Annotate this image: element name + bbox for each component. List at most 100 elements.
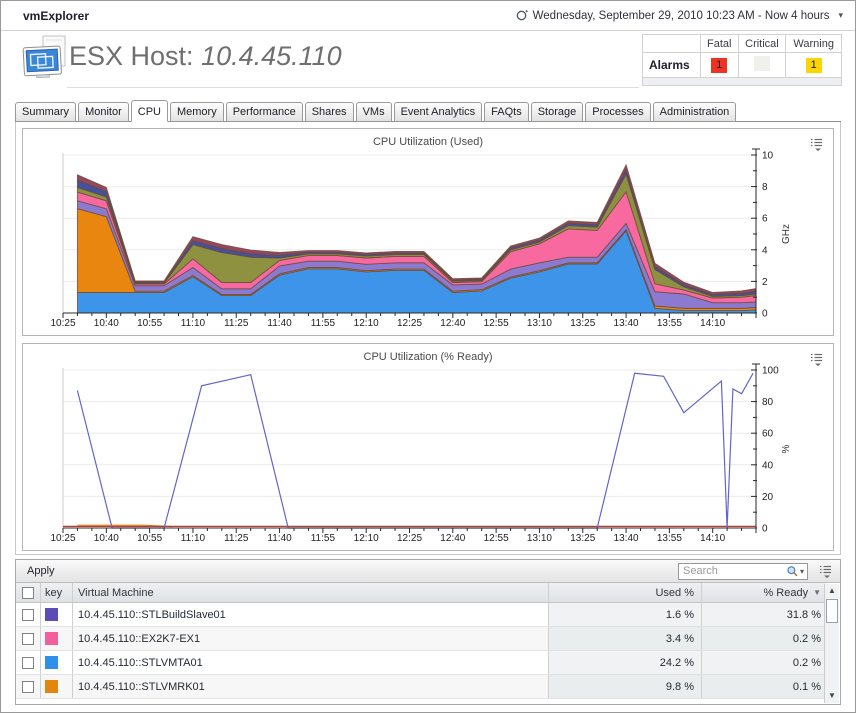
- vm-name: 10.4.45.110::STLVMRK01: [72, 675, 548, 698]
- svg-text:12:10: 12:10: [354, 318, 379, 329]
- vm-color-key: [45, 608, 58, 621]
- tab-event-analytics[interactable]: Event Analytics: [393, 102, 483, 122]
- row-checkbox[interactable]: [22, 680, 34, 693]
- column-header-key[interactable]: key: [40, 583, 72, 602]
- svg-text:8: 8: [762, 182, 768, 193]
- alarms-summary: Fatal Critical Warning Alarms 1 1: [642, 34, 842, 86]
- svg-text:60: 60: [762, 429, 774, 440]
- apply-button[interactable]: Apply: [27, 565, 55, 577]
- vm-color-key: [45, 632, 58, 645]
- vm-table-panel: Apply ▾ key Virtual Machi: [15, 559, 841, 705]
- vm-name: 10.4.45.110::STLBuildSlave01: [72, 603, 548, 626]
- row-checkbox[interactable]: [22, 656, 34, 669]
- x-axis: 10:25 10:40 10:55 11:10 11:25 11:40 11:55 12:10…: [50, 312, 757, 329]
- svg-text:13:10: 13:10: [527, 533, 552, 544]
- vm-name: 10.4.45.110::EX2K7-EX1: [72, 627, 548, 650]
- y-axis: 0 20 40 60 80 100: [751, 363, 779, 535]
- tab-performance[interactable]: Performance: [225, 102, 303, 122]
- chart-menu-icon[interactable]: [810, 138, 824, 151]
- time-refresh-icon: [516, 10, 528, 21]
- scroll-down-button[interactable]: ▼: [828, 691, 836, 700]
- vm-color-key: [45, 680, 58, 693]
- tab-storage[interactable]: Storage: [530, 102, 584, 122]
- alarms-footer-strip: [642, 78, 842, 86]
- table-toolbar: Apply ▾: [16, 560, 840, 583]
- fatal-alarm-badge[interactable]: 1: [711, 57, 728, 73]
- svg-text:11:10: 11:10: [181, 318, 206, 329]
- scrollbar-thumb[interactable]: [826, 599, 838, 623]
- critical-alarm-badge[interactable]: [753, 56, 770, 71]
- column-header-virtual-machine[interactable]: Virtual Machine: [72, 583, 548, 602]
- search-options-caret-icon[interactable]: ▾: [799, 566, 804, 576]
- svg-text:11:25: 11:25: [224, 533, 249, 544]
- esx-host-icon: [22, 35, 66, 79]
- y-axis-label: %: [781, 444, 792, 453]
- svg-text:80: 80: [762, 397, 774, 408]
- svg-text:13:25: 13:25: [570, 318, 595, 329]
- y-axis-label: GHz: [781, 224, 792, 244]
- svg-text:14:10: 14:10: [700, 318, 725, 329]
- tab-monitor[interactable]: Monitor: [78, 102, 129, 122]
- alarms-col-warning: Warning: [785, 34, 842, 53]
- search-icon[interactable]: [786, 565, 799, 578]
- search-input[interactable]: [679, 565, 786, 577]
- table-row[interactable]: 10.4.45.110::EX2K7-EX1 3.4 % 0.2 %: [16, 627, 826, 651]
- table-header: key Virtual Machine Used % % Ready ▼: [16, 583, 826, 603]
- vm-color-key: [45, 656, 58, 669]
- svg-text:11:10: 11:10: [181, 533, 206, 544]
- tab-summary[interactable]: Summary: [15, 102, 77, 122]
- svg-text:10:25: 10:25: [50, 533, 75, 544]
- svg-text:4: 4: [762, 245, 768, 256]
- table-menu-icon[interactable]: [819, 565, 833, 578]
- table-row[interactable]: 10.4.45.110::STLVMTA01 24.2 % 0.2 %: [16, 651, 826, 675]
- cpu-used-chart-title: CPU Utilization (Used): [372, 136, 484, 148]
- page-header: ESX Host: 10.4.45.110 Fatal Critical War…: [1, 31, 855, 95]
- svg-text:11:40: 11:40: [267, 318, 292, 329]
- svg-text:12:25: 12:25: [397, 318, 422, 329]
- tab-processes[interactable]: Processes: [585, 102, 651, 122]
- svg-text:40: 40: [762, 460, 774, 471]
- table-row[interactable]: 10.4.45.110::STLBuildSlave01 1.6 % 31.8 %: [16, 603, 826, 627]
- vm-ready-percent: 0.1 %: [701, 675, 826, 698]
- cpu-ready-chart-title: CPU Utilization (% Ready): [363, 351, 493, 363]
- svg-text:12:10: 12:10: [354, 533, 379, 544]
- svg-text:12:55: 12:55: [484, 318, 509, 329]
- time-range-selector[interactable]: Wednesday, September 29, 2010 10:23 AM -…: [515, 9, 843, 22]
- warning-alarm-badge[interactable]: 1: [805, 57, 822, 73]
- page-title-value: 10.4.45.110: [201, 41, 342, 71]
- table-row[interactable]: 10.4.45.110::STLVMRK01 9.8 % 0.1 %: [16, 675, 826, 699]
- alarms-col-critical: Critical: [737, 34, 787, 53]
- charts-container: CPU Utilization (Used) 10:25 10:40 10:55 11…: [15, 122, 841, 555]
- vm-ready-percent: 31.8 %: [701, 603, 826, 626]
- tab-vms[interactable]: VMs: [355, 102, 392, 122]
- vm-used-percent: 9.8 %: [548, 675, 701, 698]
- row-checkbox[interactable]: [22, 608, 34, 621]
- select-all-checkbox[interactable]: [22, 586, 34, 599]
- tab-faqts[interactable]: FAQts: [484, 102, 529, 122]
- tab-shares[interactable]: Shares: [304, 102, 354, 122]
- scroll-up-button[interactable]: ▲: [828, 586, 836, 595]
- vm-ready-percent: 0.2 %: [701, 651, 826, 674]
- tab-cpu[interactable]: CPU: [130, 100, 168, 122]
- svg-text:0: 0: [762, 524, 768, 535]
- svg-text:13:25: 13:25: [570, 533, 595, 544]
- svg-text:13:40: 13:40: [614, 533, 639, 544]
- svg-text:100: 100: [762, 366, 779, 377]
- column-header-ready[interactable]: % Ready ▼: [701, 583, 826, 602]
- x-axis: 10:25 10:40 10:55 11:10 11:25 11:40 11:55 12:10…: [50, 527, 757, 544]
- tab-memory[interactable]: Memory: [169, 102, 224, 122]
- tab-bar: Summary Monitor CPU Memory Performance Shares…: [15, 99, 841, 122]
- svg-text:10:55: 10:55: [137, 533, 162, 544]
- svg-text:10:40: 10:40: [94, 318, 119, 329]
- svg-text:11:55: 11:55: [311, 533, 336, 544]
- chart-menu-icon[interactable]: [810, 353, 824, 366]
- cpu-ready-chart: 10:25 10:40 10:55 11:10 11:25 11:40 11:55 12:10…: [50, 363, 792, 544]
- column-header-used[interactable]: Used %: [548, 583, 701, 602]
- table-scrollbar[interactable]: ▲ ▼: [824, 584, 839, 703]
- search-box: ▾: [678, 562, 808, 580]
- app-title: vmExplorer: [23, 8, 90, 23]
- row-checkbox[interactable]: [22, 632, 34, 645]
- svg-text:10:40: 10:40: [94, 533, 119, 544]
- tab-administration[interactable]: Administration: [652, 102, 737, 122]
